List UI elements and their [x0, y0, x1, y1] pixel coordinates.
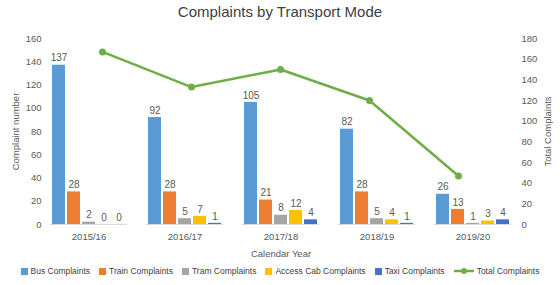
- svg-text:2017/18: 2017/18: [264, 231, 298, 242]
- svg-text:26: 26: [437, 181, 449, 192]
- svg-text:82: 82: [341, 116, 353, 127]
- svg-text:12: 12: [290, 198, 302, 209]
- svg-text:60: 60: [31, 149, 42, 160]
- svg-text:21: 21: [260, 187, 272, 198]
- svg-text:3: 3: [485, 208, 491, 219]
- svg-text:105: 105: [243, 90, 260, 101]
- svg-text:180: 180: [522, 33, 538, 44]
- svg-text:100: 100: [26, 102, 42, 113]
- svg-text:Calendar Year: Calendar Year: [251, 248, 311, 259]
- svg-text:20: 20: [31, 195, 42, 206]
- svg-text:60: 60: [522, 157, 533, 168]
- svg-text:160: 160: [522, 53, 538, 64]
- svg-text:5: 5: [374, 206, 380, 217]
- svg-text:137: 137: [51, 52, 68, 63]
- svg-text:4: 4: [500, 207, 506, 218]
- svg-text:28: 28: [68, 179, 80, 190]
- svg-text:7: 7: [197, 204, 203, 215]
- svg-text:2: 2: [86, 209, 92, 220]
- svg-text:40: 40: [31, 172, 42, 183]
- html-text:Access Cab Complaints: Access Cab Complaints: [275, 266, 366, 276]
- svg-text:120: 120: [522, 95, 538, 106]
- svg-text:13: 13: [452, 197, 464, 208]
- svg-text:40: 40: [522, 177, 533, 188]
- svg-text:4: 4: [389, 207, 395, 218]
- svg-text:100: 100: [522, 115, 538, 126]
- svg-text:1: 1: [212, 211, 218, 222]
- svg-text:140: 140: [26, 56, 42, 67]
- html-text:Complaints by Transport Mode: Complaints by Transport Mode: [177, 3, 383, 20]
- svg-text:1: 1: [404, 211, 410, 222]
- svg-text:20: 20: [522, 198, 533, 209]
- svg-text:28: 28: [356, 179, 368, 190]
- html-text:Total Complaints: Total Complaints: [476, 266, 540, 276]
- svg-text:92: 92: [149, 105, 161, 116]
- svg-text:80: 80: [522, 136, 533, 147]
- svg-text:0: 0: [101, 212, 107, 223]
- svg-text:5: 5: [182, 206, 188, 217]
- svg-text:8: 8: [278, 202, 284, 213]
- svg-text:0: 0: [522, 219, 527, 230]
- svg-text:0: 0: [36, 219, 41, 230]
- html-text:Bus Complaints: Bus Complaints: [30, 266, 90, 276]
- html-text:Tram Complaints: Tram Complaints: [192, 266, 257, 276]
- svg-text:2018/19: 2018/19: [360, 231, 394, 242]
- svg-text:1: 1: [470, 211, 476, 222]
- svg-text:4: 4: [308, 207, 314, 218]
- svg-text:28: 28: [164, 179, 176, 190]
- svg-text:Total Complaints: Total Complaints: [542, 96, 553, 166]
- svg-text:2015/16: 2015/16: [72, 231, 106, 242]
- svg-text:2016/17: 2016/17: [168, 231, 202, 242]
- svg-text:Complaint number: Complaint number: [10, 93, 21, 171]
- svg-text:120: 120: [26, 79, 42, 90]
- svg-text:2019/20: 2019/20: [456, 231, 490, 242]
- svg-text:160: 160: [26, 33, 42, 44]
- svg-text:0: 0: [116, 212, 122, 223]
- html-text:Train Complaints: Train Complaints: [109, 266, 173, 276]
- html-text:Taxi Complaints: Taxi Complaints: [384, 266, 445, 276]
- svg-text:140: 140: [522, 74, 538, 85]
- svg-text:80: 80: [31, 126, 42, 137]
